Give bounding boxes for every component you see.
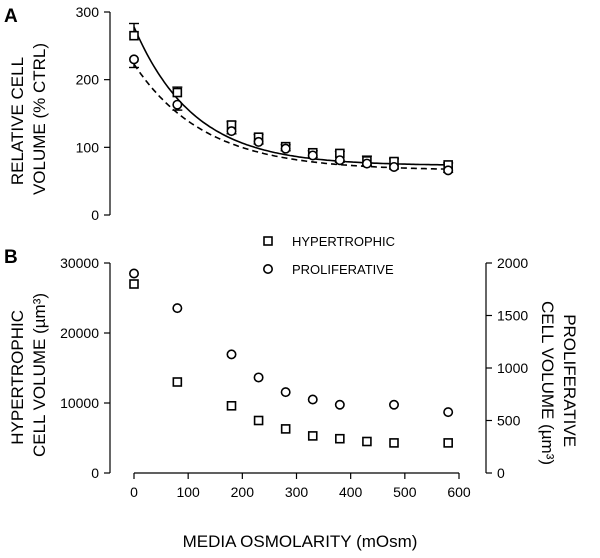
panel-b-hypertrophic-point — [226, 400, 237, 411]
panel-b-proliferative-point — [280, 387, 291, 398]
panel-b-left-tick-label: 30000 — [60, 255, 99, 271]
panel-a-y-label-line-2: VOLUME (% CTRL) — [30, 43, 49, 195]
panel-a-label: A — [4, 6, 18, 27]
panel-b-left-label: HYPERTROPHIC CELL VOLUME (µm³) — [8, 293, 49, 457]
panel-b-right-tick-label: 1500 — [497, 308, 528, 324]
panel-b-right-label-line-1: PROLIFERATIVE — [560, 314, 579, 447]
panel-b-left-label-line-1: HYPERTROPHIC — [8, 310, 27, 445]
panel-b-x-ticks: 0 100 200 300 400 500 600 — [130, 473, 471, 500]
panel-b-markers — [129, 268, 454, 448]
panel-a-circle-point — [388, 161, 399, 172]
panel-a-y-label-line-1: RELATIVE CELL — [8, 57, 27, 185]
panel-a-markers — [129, 30, 454, 176]
panel-b-hypertrophic-point — [443, 438, 453, 448]
panel-b-hypertrophic-point — [335, 433, 345, 444]
panel-b-right-label: PROLIFERATIVE CELL VOLUME (µm³) — [538, 301, 579, 465]
panel-b-left-ticks: 0 10000 20000 30000 — [60, 255, 110, 481]
panel-a-fit-line-1 — [133, 63, 449, 170]
panel-a-circle-point — [226, 126, 237, 137]
panel-a-circle-point — [307, 150, 318, 161]
panel-a-circle-point — [253, 136, 264, 147]
panel-a: A 0 100 200 300 RELATIVE CELL VOLUME (% CTR… — [4, 4, 454, 223]
panel-b-right-tick-label: 1000 — [497, 360, 528, 376]
panel-b-proliferative-point — [226, 349, 237, 360]
panel-a-y-tick-label: 0 — [91, 207, 99, 223]
panel-b-proliferative-point — [334, 399, 345, 410]
legend-hypertrophic-label: HYPERTROPHIC — [292, 234, 395, 249]
panel-a-circle-point — [129, 54, 140, 65]
panel-b-proliferative-point — [388, 399, 399, 410]
panel-b-hypertrophic-point — [253, 415, 264, 426]
panel-b-legend: HYPERTROPHIC PROLIFERATIVE — [262, 234, 395, 277]
panel-b-x-tick-label: 200 — [231, 484, 255, 500]
panel-a-y-tick-label: 300 — [76, 4, 100, 20]
panel-b-proliferative-point — [253, 372, 264, 383]
panel-a-circle-point — [361, 158, 372, 169]
panel-a-y-ticks: 0 100 200 300 — [76, 4, 110, 223]
panel-b-x-tick-label: 300 — [285, 484, 309, 500]
panel-a-circle-point — [443, 165, 454, 176]
panel-b-hypertrophic-point — [280, 424, 291, 434]
legend-proliferative-label: PROLIFERATIVE — [292, 262, 394, 277]
panel-a-circle-point — [172, 99, 183, 110]
panel-b-x-tick-label: 400 — [339, 484, 363, 500]
panel-b-hypertrophic-point — [389, 438, 399, 448]
panel-a-square-point — [172, 87, 183, 98]
panel-b-hypertrophic-point — [362, 436, 372, 447]
panel-b-hypertrophic-point — [129, 279, 139, 289]
panel-b-hypertrophic-point — [172, 377, 183, 387]
legend-square-marker — [263, 236, 273, 246]
panel-b-proliferative-point — [443, 407, 454, 418]
panel-b-hypertrophic-point — [307, 431, 318, 441]
panel-b-proliferative-point — [172, 303, 183, 314]
panel-b-x-tick-label: 500 — [393, 484, 417, 500]
panel-b-right-tick-label: 500 — [497, 413, 521, 429]
panel-b-x-tick-label: 100 — [176, 484, 200, 500]
panel-b-right-tick-label: 2000 — [497, 255, 528, 271]
panel-b-left-label-line-2: CELL VOLUME (µm³) — [30, 293, 49, 457]
panel-a-circle-point — [334, 155, 345, 166]
panel-a-y-label: RELATIVE CELL VOLUME (% CTRL) — [8, 43, 49, 195]
panel-b-left-tick-label: 10000 — [60, 395, 99, 411]
panel-a-square-point — [129, 30, 139, 41]
panel-b-right-label-line-2: CELL VOLUME (µm³) — [538, 301, 557, 465]
panel-b-x-tick-label: 0 — [130, 484, 138, 500]
panel-b-label: B — [4, 247, 18, 268]
panel-a-circle-point — [280, 143, 291, 154]
panel-b-right-tick-label: 0 — [497, 465, 505, 481]
panel-b-x-tick-label: 600 — [447, 484, 471, 500]
legend-circle-marker — [262, 263, 273, 274]
panel-b-left-tick-label: 0 — [91, 465, 99, 481]
panel-b-right-ticks: 0 500 1000 1500 2000 — [486, 255, 528, 481]
panel-b-proliferative-point — [129, 268, 140, 279]
panel-b-proliferative-point — [307, 394, 318, 405]
panel-b-x-label: MEDIA OSMOLARITY (mOsm) — [183, 532, 418, 551]
panel-a-y-tick-label: 100 — [76, 139, 100, 155]
panel-a-fit-lines — [133, 26, 449, 170]
panel-a-y-tick-label: 200 — [76, 72, 100, 88]
panel-b-left-tick-label: 20000 — [60, 325, 99, 341]
